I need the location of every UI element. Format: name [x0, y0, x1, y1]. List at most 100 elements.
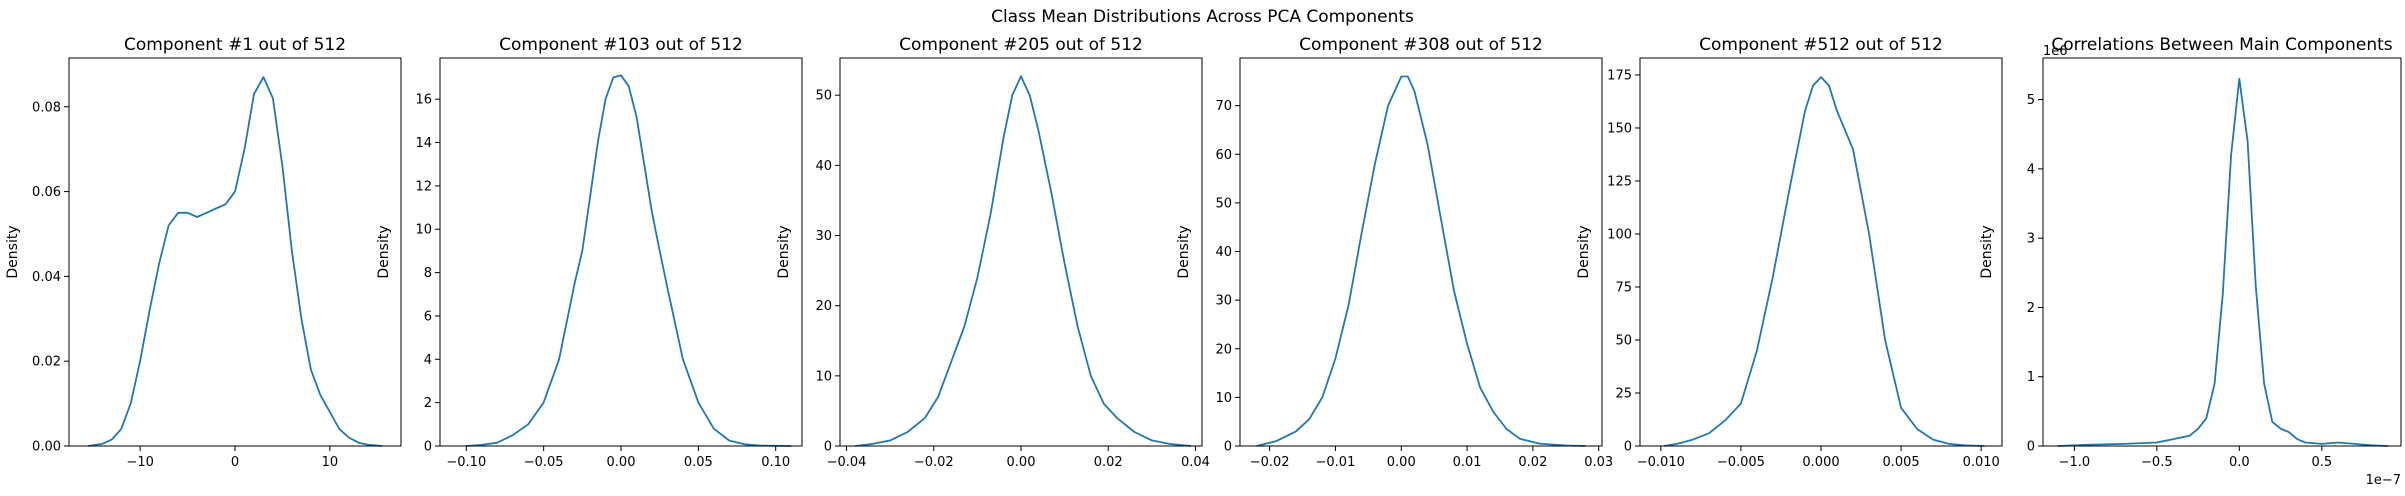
y-tick-label: 30 — [815, 229, 832, 244]
density-curve — [2057, 77, 2388, 447]
y-tick-label: 125 — [1607, 174, 1632, 189]
y-tick-label: 70 — [1215, 99, 1232, 114]
y-tick-label: 0 — [1624, 440, 1632, 455]
y-tick-label: 14 — [415, 136, 432, 151]
y-tick-label: 20 — [1215, 342, 1232, 357]
panel-6: Correlations Between Main Components Dens… — [1979, 35, 2402, 488]
y-tick-label: 0.02 — [32, 355, 61, 370]
y-tick-label: 40 — [1215, 245, 1232, 260]
panel-2: Component #103 out of 512 Density −0.10 −0.… — [376, 35, 803, 470]
x-tick-label: 0.00 — [607, 455, 636, 470]
panel-5: Component #512 out of 512 Density −0.010 −0… — [1576, 35, 2003, 470]
y-tick-label: 8 — [424, 266, 432, 281]
density-curve — [87, 76, 383, 447]
x-tick-label: 0.00 — [1007, 455, 1036, 470]
panel-3: Component #205 out of 512 Density −0.04 −0.… — [776, 35, 1210, 470]
panel-title: Component #1 out of 512 — [124, 35, 346, 55]
y-axis-label: Density — [1979, 225, 1995, 278]
x-tick-label: 0.00 — [1387, 455, 1416, 470]
x-tick-label: −1.0 — [2059, 455, 2091, 470]
x-tick-label: −0.010 — [1637, 455, 1685, 470]
density-curve — [855, 75, 1192, 447]
y-tick-label: 0.08 — [32, 100, 61, 115]
x-tick-label: 0.010 — [1963, 455, 2000, 470]
x-tick-label: 0.0 — [2229, 455, 2250, 470]
y-tick-label: 10 — [415, 223, 432, 238]
x-tick-label: −0.005 — [1717, 455, 1765, 470]
x-tick-label: 0.04 — [1181, 455, 1210, 470]
x-tick-label: 0.01 — [1453, 455, 1482, 470]
y-axis-label: Density — [776, 225, 792, 278]
y-tick-label: 50 — [815, 89, 832, 104]
y-tick-label: 50 — [1215, 196, 1232, 211]
y-tick-label: 4 — [424, 353, 432, 368]
figure-suptitle: Class Mean Distributions Across PCA Comp… — [991, 7, 1414, 27]
y-tick-label: 50 — [1615, 333, 1632, 348]
x-tick-label: −0.02 — [914, 455, 954, 470]
y-tick-label: 4 — [2027, 162, 2035, 177]
y-tick-label: 5 — [2027, 93, 2035, 108]
x-tick-label: 0.000 — [1802, 455, 1839, 470]
x-tick-label: 0.005 — [1882, 455, 1919, 470]
x-tick-label: 0 — [231, 455, 239, 470]
y-tick-label: 0.06 — [32, 185, 61, 200]
y-tick-label: 6 — [424, 309, 432, 324]
y-tick-label: 30 — [1215, 294, 1232, 309]
x-tick-label: 0.03 — [1584, 455, 1613, 470]
y-tick-label: 1 — [2027, 370, 2035, 385]
y-axis-label: Density — [1176, 225, 1192, 278]
y-tick-label: 0 — [824, 440, 832, 455]
y-tick-label: 0.04 — [32, 270, 61, 285]
y-tick-label: 0.00 — [32, 440, 61, 455]
y-tick-label: 20 — [815, 299, 832, 314]
panel-title: Component #103 out of 512 — [499, 35, 743, 55]
x-tick-label: −0.01 — [1316, 455, 1356, 470]
y-tick-label: 10 — [815, 369, 832, 384]
axes-frame — [68, 57, 402, 447]
panel-title: Component #205 out of 512 — [899, 35, 1143, 55]
panel-title: Component #512 out of 512 — [1699, 35, 1943, 55]
x-tick-label: −0.5 — [2141, 455, 2173, 470]
panel-1: Component #1 out of 512 Density −10 0 10 0.00… — [5, 35, 402, 470]
axes-frame — [439, 57, 803, 447]
y-tick-label: 2 — [424, 396, 432, 411]
y-tick-label: 10 — [1215, 391, 1232, 406]
x-tick-label: −0.05 — [524, 455, 564, 470]
density-curve — [1663, 76, 1985, 447]
x-tick-label: −10 — [126, 455, 153, 470]
density-curve — [466, 74, 792, 447]
density-curve — [1256, 75, 1586, 447]
y-tick-label: 2 — [2027, 301, 2035, 316]
y-tick-label: 175 — [1607, 68, 1632, 83]
y-tick-label: 40 — [815, 159, 832, 174]
y-tick-label: 75 — [1615, 280, 1632, 295]
panel-title: Component #308 out of 512 — [1299, 35, 1543, 55]
axes-frame — [1639, 57, 2003, 447]
y-tick-label: 25 — [1615, 386, 1632, 401]
y-tick-label: 100 — [1607, 227, 1632, 242]
y-axis-label: Density — [1576, 225, 1592, 278]
x-tick-label: 0.02 — [1094, 455, 1123, 470]
x-tick-label: 10 — [322, 455, 339, 470]
axes-frame — [2042, 57, 2402, 447]
axes-frame — [839, 57, 1203, 447]
y-tick-label: 60 — [1215, 148, 1232, 163]
y-offset-label: 1e6 — [2043, 44, 2068, 59]
y-tick-label: 0 — [424, 440, 432, 455]
x-tick-label: 0.05 — [684, 455, 713, 470]
axes-frame — [1239, 57, 1603, 447]
panel-4: Component #308 out of 512 Density −0.02 −0.… — [1176, 35, 1613, 470]
x-tick-label: −0.10 — [446, 455, 486, 470]
x-tick-label: 0.5 — [2311, 455, 2332, 470]
y-tick-label: 12 — [415, 179, 432, 194]
y-tick-label: 16 — [415, 93, 432, 108]
y-tick-label: 0 — [2027, 440, 2035, 455]
x-tick-label: −0.04 — [827, 455, 867, 470]
y-axis-label: Density — [5, 225, 21, 278]
x-tick-label: −0.02 — [1250, 455, 1290, 470]
y-axis-label: Density — [376, 225, 392, 278]
x-offset-label: 1e−7 — [2366, 473, 2401, 488]
x-tick-label: 0.10 — [761, 455, 790, 470]
y-tick-label: 150 — [1607, 121, 1632, 136]
